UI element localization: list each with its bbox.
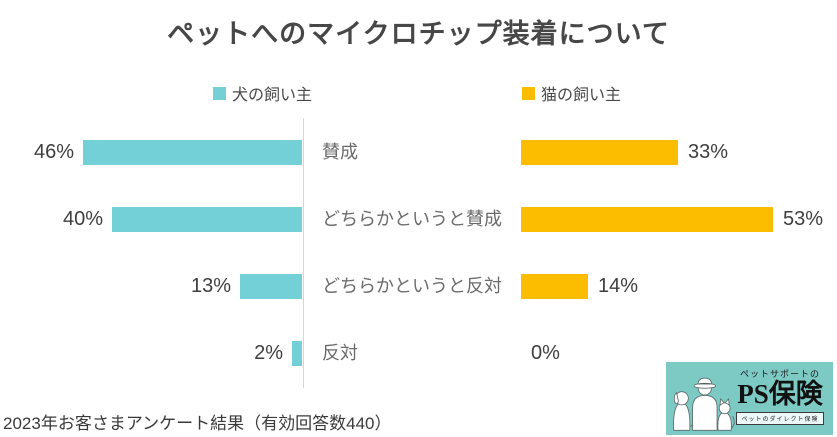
dog-value-label: 46% [33,141,74,163]
dog-value-label: 13% [190,275,231,297]
cat-value-label: 33% [688,141,729,163]
logo-brand-name: PS保険 [737,379,823,409]
category-label: 反対 [322,343,358,363]
chart-row: 46% 賛成 33% [0,140,837,165]
legend-label-dog-owners: 犬の飼い主 [232,87,313,104]
ps-insurance-logo: ペットサポートの PS保険 ペットのダイレクト保険 [666,362,833,435]
cat-value-label: 14% [598,275,639,297]
logo-top-text: ペットサポートの [739,369,820,379]
dog-value-label: 2% [254,342,283,364]
dog-owners-swatch-icon [213,86,226,100]
owner-dog-cat-illustration [673,377,735,431]
legend-item-cat-owners: 猫の飼い主 [522,81,621,105]
cat-owner-bar [521,207,773,232]
chart-row: 2% 反対 0% [0,341,837,366]
chart-row: 40% どちらかというと賛成 53% [0,207,837,232]
legend-label-cat-owners: 猫の飼い主 [541,87,622,104]
dog-value-label: 40% [62,208,103,230]
dog-owner-bar [112,207,302,232]
chart-title: ペットへのマイクロチップ装着について [167,19,670,49]
cat-value-label: 53% [783,208,824,230]
dog-owner-bar [83,140,302,165]
category-label: 賛成 [322,142,358,162]
dog-owner-bar [240,274,302,299]
dog-owner-bar [292,341,302,366]
logo-text-block: ペットサポートの PS保険 ペットのダイレクト保険 [730,367,830,426]
cat-value-label: 0% [531,342,560,364]
logo-tagline: ペットのダイレクト保険 [736,412,824,426]
source-note: 2023年お客さまアンケート結果（有効回答数440） [3,414,392,433]
category-label: どちらかというと賛成 [322,209,502,229]
chart-row: 13% どちらかというと反対 14% [0,274,837,299]
legend-item-dog-owners: 犬の飼い主 [213,81,312,105]
cat-owners-swatch-icon [522,86,535,100]
cat-owner-bar [521,274,588,299]
cat-owner-bar [521,140,678,165]
category-label: どちらかというと反対 [322,276,502,296]
center-axis-divider [303,118,304,388]
